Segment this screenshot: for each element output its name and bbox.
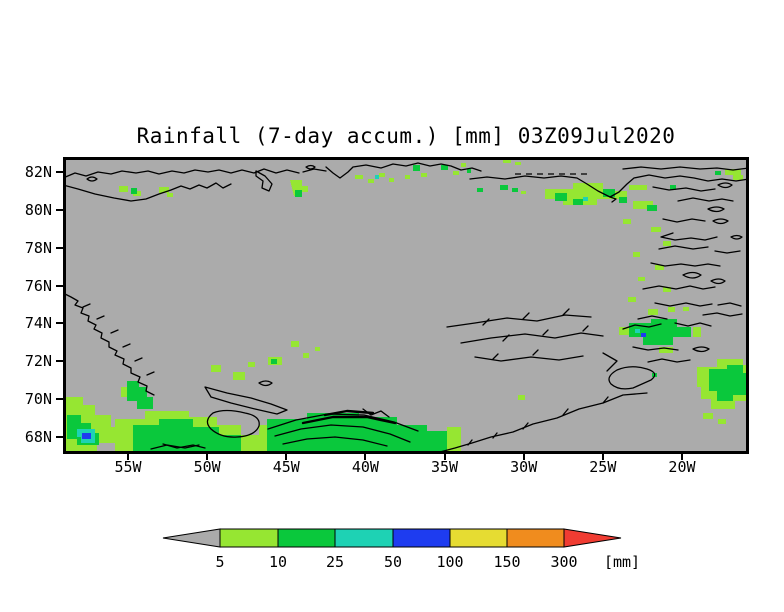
x-axis-tick bbox=[601, 453, 604, 460]
y-axis-tick bbox=[56, 171, 63, 173]
x-axis-label: 25W bbox=[589, 458, 617, 476]
y-axis-tick bbox=[56, 360, 63, 363]
rainfall-map bbox=[63, 157, 749, 454]
colorbar-segment bbox=[334, 528, 394, 548]
colorbar-tick-label: 10 bbox=[268, 553, 288, 571]
colorbar-segment bbox=[449, 528, 508, 548]
y-axis-tick bbox=[56, 322, 63, 325]
x-axis-label: 40W bbox=[351, 458, 379, 476]
colorbar-segment bbox=[506, 528, 565, 548]
y-axis-tick bbox=[56, 284, 63, 287]
map-border bbox=[63, 157, 749, 454]
y-axis-label: 70N bbox=[24, 390, 52, 409]
y-axis-tick bbox=[56, 435, 63, 438]
x-axis-label: 45W bbox=[272, 458, 300, 476]
colorbar-segment bbox=[392, 528, 451, 548]
colorbar-segment bbox=[277, 528, 336, 548]
x-axis-tick bbox=[522, 453, 525, 460]
y-axis-tick bbox=[56, 398, 63, 401]
y-axis-label: 78N bbox=[24, 238, 52, 257]
x-axis-label: 20W bbox=[668, 458, 696, 476]
y-axis-label: 82N bbox=[24, 163, 52, 181]
colorbar-tick-label: 100 bbox=[436, 553, 464, 571]
colorbar: 5 10 25 50 100 150 300 [mm] bbox=[160, 527, 700, 577]
y-axis-label: 80N bbox=[24, 200, 52, 219]
y-axis-label: 72N bbox=[24, 352, 52, 371]
x-axis-label: 50W bbox=[193, 458, 221, 476]
x-axis-label: 30W bbox=[510, 458, 538, 476]
coastlines bbox=[63, 162, 749, 454]
x-axis-label: 55W bbox=[114, 458, 142, 476]
x-axis-label: 35W bbox=[431, 458, 459, 476]
x-axis-tick bbox=[206, 453, 209, 460]
colorbar-unit-label: [mm] bbox=[603, 553, 641, 571]
y-axis-tick bbox=[56, 208, 63, 211]
y-axis-label: 68N bbox=[24, 427, 52, 446]
colorbar-tick-label: 300 bbox=[550, 553, 578, 571]
colorbar-tick-label: 50 bbox=[383, 553, 403, 571]
colorbar-svg bbox=[162, 528, 622, 548]
y-axis-label: 76N bbox=[24, 276, 52, 295]
rain-patches bbox=[63, 159, 749, 452]
x-axis-tick bbox=[443, 453, 446, 460]
x-axis-tick bbox=[680, 453, 683, 460]
x-axis-tick bbox=[364, 453, 367, 460]
colorbar-segment bbox=[219, 528, 279, 548]
colorbar-tick-label: 150 bbox=[493, 553, 521, 571]
colorbar-left-arrow bbox=[162, 528, 221, 548]
y-axis-tick bbox=[56, 246, 63, 249]
colorbar-right-arrow bbox=[563, 528, 622, 548]
y-axis-label: 74N bbox=[24, 314, 52, 333]
colorbar-tick-label: 25 bbox=[325, 553, 345, 571]
x-axis-tick bbox=[127, 453, 129, 460]
x-axis-tick bbox=[285, 453, 288, 460]
chart-title: Rainfall (7-day accum.) [mm] 03Z09Jul202… bbox=[136, 124, 676, 148]
colorbar-tick-label: 5 bbox=[215, 553, 225, 571]
